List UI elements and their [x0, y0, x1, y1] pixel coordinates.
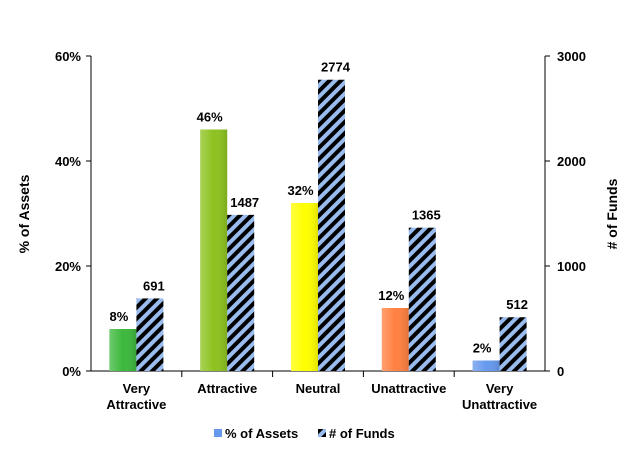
bar-funds-attractive [227, 214, 255, 371]
category-label-line: Attractive [197, 381, 257, 396]
bar-assets-shading [472, 360, 500, 371]
category-label-attractive: Attractive [197, 381, 257, 396]
value-label-funds: 1365 [412, 208, 441, 223]
left-tick-label: 40% [55, 154, 81, 169]
value-label-assets: 46% [197, 110, 223, 125]
right-tick-label: 1000 [557, 259, 586, 274]
value-label-funds: 1487 [230, 195, 259, 210]
right-tick-label: 2000 [557, 154, 586, 169]
right-axis-title: # of Funds [604, 178, 620, 249]
category-label-very-unattractive: Very Unattractive [462, 381, 537, 412]
value-label-assets: 12% [378, 288, 404, 303]
category-label-line: Neutral [296, 381, 341, 396]
bar-funds-very-unattractive [499, 317, 527, 371]
legend-label-assets: % of Assets [225, 426, 298, 441]
bar-funds-neutral [318, 79, 345, 371]
category-label-line: Attractive [106, 397, 166, 412]
value-label-assets: 32% [287, 183, 313, 198]
value-label-funds: 2774 [321, 60, 351, 75]
legend-label-funds: # of Funds [329, 426, 395, 441]
value-label-assets: 8% [110, 309, 129, 324]
value-label-funds: 691 [143, 278, 165, 293]
right-tick-label: 3000 [557, 49, 586, 64]
category-label-very-attractive: Very Attractive [106, 381, 166, 412]
bar-assets-shading [381, 308, 409, 371]
bar-assets-shading [109, 329, 137, 371]
category-label-line: Unattractive [371, 381, 446, 396]
left-tick-label: 20% [55, 259, 81, 274]
left-tick-label: 60% [55, 49, 81, 64]
category-label-line: Very [486, 381, 514, 396]
value-label-funds: 512 [506, 297, 528, 312]
category-label-line: Unattractive [462, 397, 537, 412]
legend-swatch-assets [214, 429, 222, 437]
bar-funds-very-attractive [136, 298, 164, 371]
right-tick-label: 0 [557, 364, 564, 379]
bar-assets-shading [200, 129, 228, 371]
category-label-unattractive: Unattractive [371, 381, 446, 396]
bar-assets-shading [291, 203, 318, 371]
legend-swatch-funds [318, 429, 326, 437]
category-label-line: Very [123, 381, 151, 396]
left-tick-label: 0% [62, 364, 81, 379]
left-axis-title: % of Assets [16, 174, 32, 253]
value-label-assets: 2% [473, 341, 492, 356]
bar-funds-unattractive [408, 227, 436, 371]
category-label-neutral: Neutral [296, 381, 341, 396]
